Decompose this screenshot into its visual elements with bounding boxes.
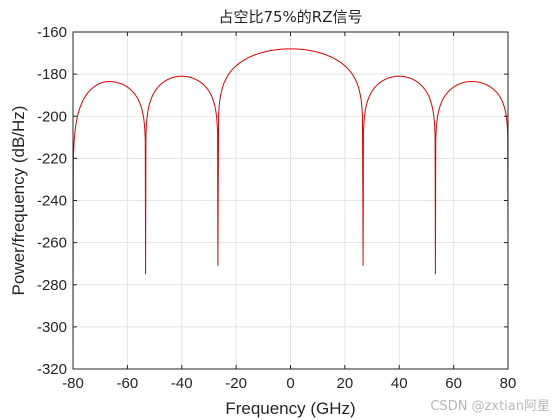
y-tick-label: -240 <box>37 193 67 210</box>
y-tick-label: -220 <box>37 150 67 167</box>
x-tick-label: 40 <box>391 375 408 392</box>
axis-ticks: -80 -60 -40 -20 0 20 40 60 80-160-180-200-220-24… <box>37 24 516 392</box>
grid-lines <box>72 31 509 370</box>
y-tick-label: -200 <box>37 108 67 125</box>
chart-title: 占空比75%的RZ信号 <box>218 8 362 26</box>
y-axis-label: Power/frequency (dB/Hz) <box>9 106 28 296</box>
y-tick-label: -180 <box>37 66 67 83</box>
x-tick-label: -20 <box>225 375 247 392</box>
y-tick-label: -160 <box>37 24 67 41</box>
y-tick-label: -280 <box>37 277 67 294</box>
x-tick-label: 80 <box>500 375 517 392</box>
y-tick-label: -260 <box>37 235 67 252</box>
y-tick-label: -320 <box>37 361 67 378</box>
x-tick-label: 0 <box>286 375 294 392</box>
x-tick-label: -80 <box>62 375 84 392</box>
data-series <box>72 48 509 348</box>
x-tick-label: -60 <box>117 375 139 392</box>
y-tick-label: -300 <box>37 319 67 336</box>
watermark: CSDN @zxtian阿星 <box>430 399 550 414</box>
x-tick-label: 20 <box>337 375 354 392</box>
x-tick-label: 60 <box>445 375 462 392</box>
x-tick-label: -40 <box>171 375 193 392</box>
x-axis-label: Frequency (GHz) <box>225 399 355 418</box>
psd-line <box>72 48 509 348</box>
